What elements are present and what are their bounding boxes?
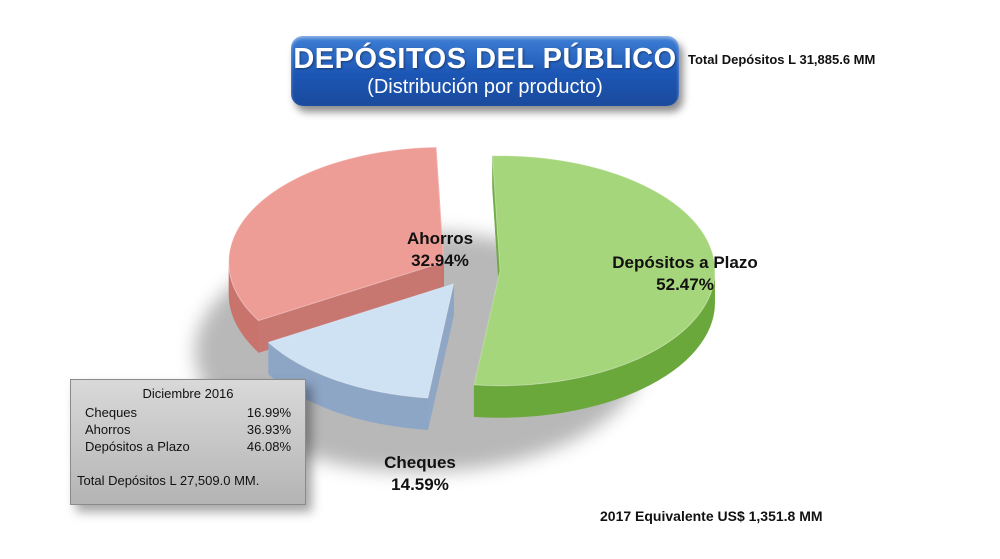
dec-2016-box: Diciembre 2016 Cheques 16.99% Ahorros 36…: [70, 379, 306, 505]
title-box: DEPÓSITOS DEL PÚBLICO (Distribución por …: [291, 36, 679, 106]
usd-equivalent: 2017 Equivalente US$ 1,351.8 MM: [600, 508, 823, 524]
dec-2016-total: Total Depósitos L 27,509.0 MM.: [77, 473, 260, 488]
dec-row-value: 16.99%: [246, 405, 291, 420]
dec-row-ahorros: Ahorros 36.93%: [85, 422, 291, 437]
slice-value-label: 32.94%: [411, 251, 469, 270]
slice-side: [474, 270, 715, 418]
slice-side: [268, 342, 428, 430]
dec-row-value: 36.93%: [246, 422, 291, 437]
dec-row-plazo: Depósitos a Plazo 46.08%: [85, 439, 291, 454]
slice-top: [267, 283, 455, 399]
slice-value-label: 14.59%: [391, 475, 449, 494]
slice-label: Ahorros: [407, 229, 473, 248]
slice-side: [228, 262, 259, 353]
page-title: DEPÓSITOS DEL PÚBLICO: [293, 43, 677, 75]
dec-row-value: 46.08%: [246, 439, 291, 454]
dec-row-label: Depósitos a Plazo: [85, 439, 190, 454]
slice-top: [473, 155, 716, 387]
dec-row-label: Cheques: [85, 405, 138, 420]
dec-row-cheques: Cheques 16.99%: [85, 405, 291, 420]
dec-2016-title: Diciembre 2016: [142, 386, 234, 401]
slice-top: [228, 146, 445, 322]
slice-label: Depósitos a Plazo: [612, 253, 757, 272]
slice-value-label: 52.47%: [656, 275, 714, 294]
page-subtitle: (Distribución por producto): [367, 76, 603, 98]
slice-label: Cheques: [384, 453, 456, 472]
dec-row-label: Ahorros: [85, 422, 131, 437]
total-deposits: Total Depósitos L 31,885.6 MM: [688, 52, 876, 67]
